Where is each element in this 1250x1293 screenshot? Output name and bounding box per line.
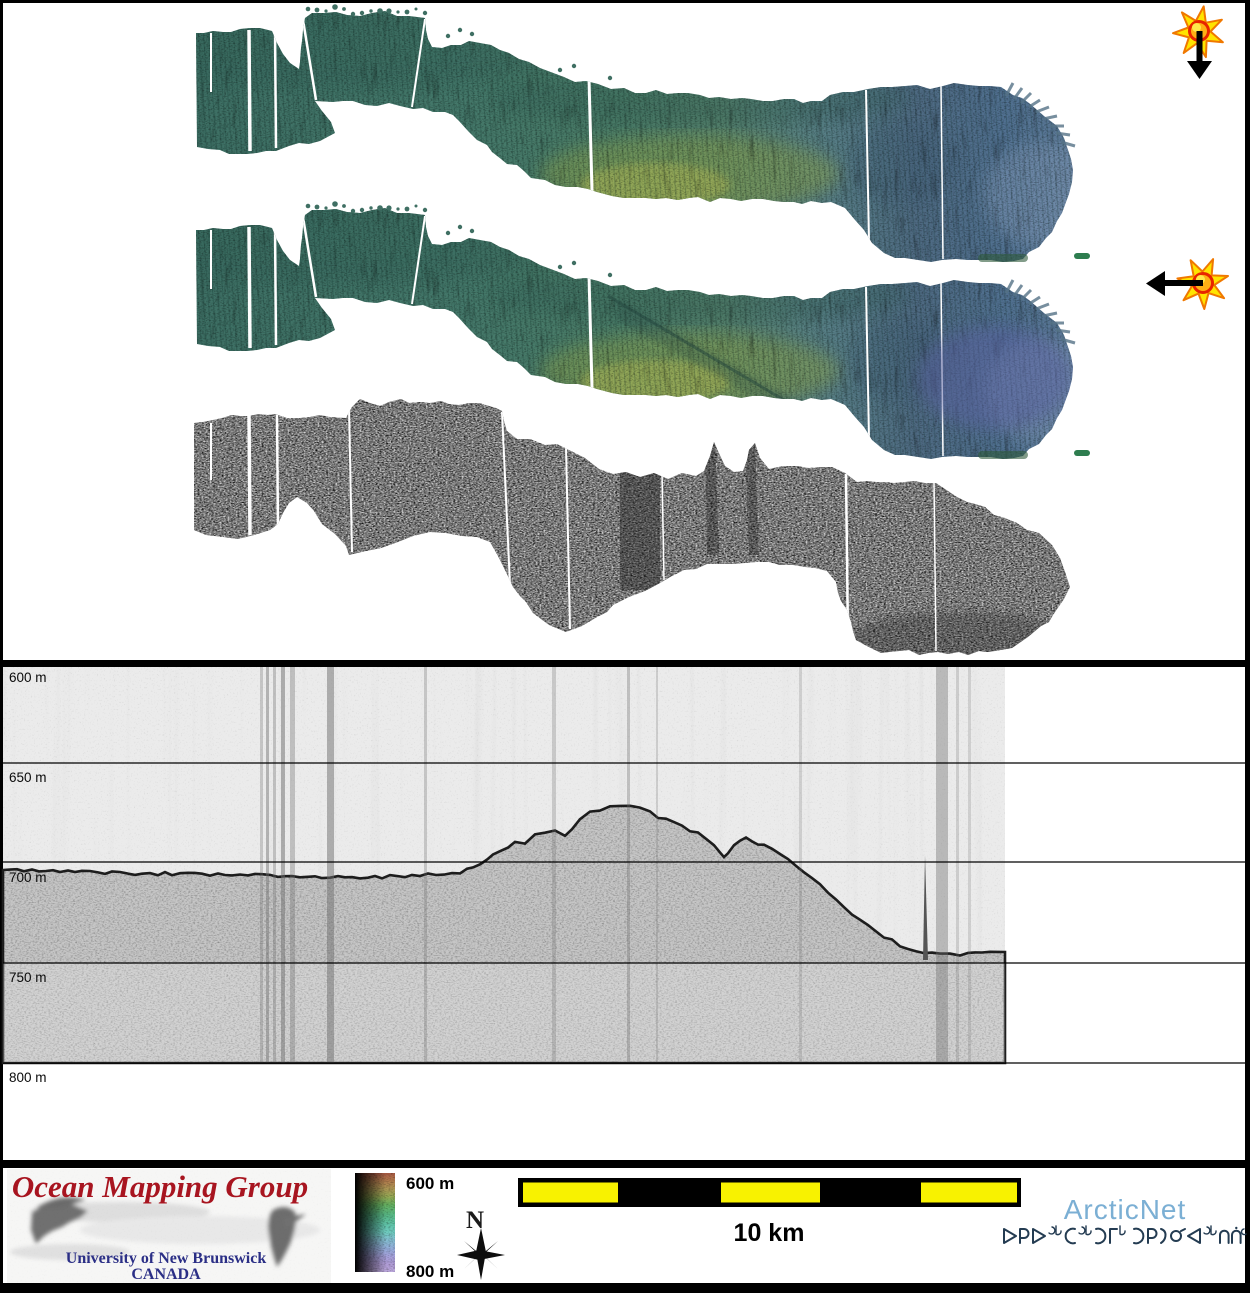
svg-text:ArcticNet: ArcticNet xyxy=(1064,1194,1187,1225)
svg-text:750 m: 750 m xyxy=(9,970,47,985)
svg-text:N: N xyxy=(466,1207,484,1234)
svg-text:600 m: 600 m xyxy=(9,670,47,685)
svg-text:800 m: 800 m xyxy=(9,1070,47,1085)
svg-text:700 m: 700 m xyxy=(9,870,47,885)
svg-text:600 m: 600 m xyxy=(406,1174,454,1193)
svg-text:650 m: 650 m xyxy=(9,770,47,785)
svg-text:800 m: 800 m xyxy=(406,1262,454,1281)
svg-text:10 km: 10 km xyxy=(734,1219,805,1247)
